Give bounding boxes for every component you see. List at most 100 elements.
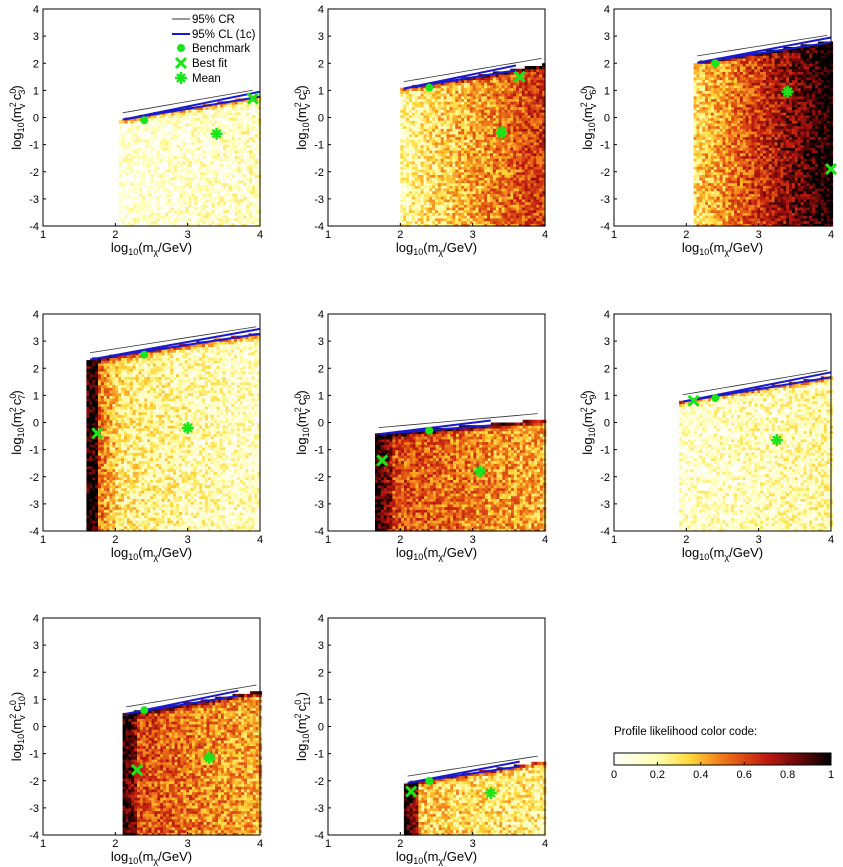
ytick-label-c3: 4 <box>33 4 39 16</box>
heatmap-c9 <box>679 376 834 532</box>
ytick-label-c10: 1 <box>33 694 39 706</box>
panel-c3: 1 2 3 4 -4 -3 -2 -1 0 1 2 3 4 log10(mχ/GeV) log10(m2v … <box>8 4 263 257</box>
bestfit-marker-c9 <box>687 394 700 407</box>
cl-contour-c7 <box>89 327 261 361</box>
ytick-label-c8: 0 <box>318 418 324 430</box>
heatmap-c7 <box>86 333 261 532</box>
ytick-label-c9: -4 <box>600 526 610 538</box>
ytick-label-c8: -2 <box>314 472 324 484</box>
ytick-label-c6: 4 <box>604 4 610 16</box>
ytick-label-c6: 1 <box>604 85 610 97</box>
colorbar-tick-label: 0.8 <box>780 769 795 781</box>
ytick-label-c6: -3 <box>600 194 610 206</box>
xtick-label-c9: 1 <box>611 534 617 546</box>
ylabel-c9: log10(m2v c09) <box>579 390 598 455</box>
xtick-label-c8: 3 <box>470 534 476 546</box>
legend: 95% CR 95% CL (1c) Benchmark Best fit Me… <box>172 14 256 85</box>
benchmark-marker-c8 <box>425 426 434 435</box>
ytick-label-c7: 2 <box>33 363 39 375</box>
xlabel-c9: log10(mχ/GeV) <box>682 545 763 562</box>
ytick-label-c3: -4 <box>29 221 39 233</box>
ytick-label-c8: 1 <box>318 390 324 402</box>
ytick-label-c11: -3 <box>314 803 324 815</box>
mean-marker-c7 <box>181 421 194 434</box>
xtick-label-c9: 3 <box>756 534 762 546</box>
ytick-label-c7: -2 <box>29 472 39 484</box>
cl-contour-c6 <box>696 36 832 64</box>
ytick-label-c8: -3 <box>314 499 324 511</box>
bestfit-marker-c10 <box>130 763 144 776</box>
ytick-label-c10: -1 <box>29 749 39 761</box>
xtick-label-c8: 1 <box>325 534 331 546</box>
xtick-label-c5: 4 <box>542 229 548 241</box>
cl-contour-c3 <box>122 90 261 121</box>
benchmark-marker-c7 <box>140 350 149 359</box>
ytick-label-c6: -2 <box>600 167 610 179</box>
colorbar-tick-label: 1 <box>828 769 834 781</box>
ytick-label-c6: 0 <box>604 113 610 125</box>
benchmark-marker-c11 <box>425 776 434 785</box>
ytick-label-c3: -2 <box>29 167 39 179</box>
ytick-label-c6: -4 <box>600 221 610 233</box>
ytick-label-c3: 1 <box>33 85 39 97</box>
benchmark-marker-c3 <box>140 116 149 125</box>
ylabel-c10: log10(m2v c010) <box>8 692 27 762</box>
xtick-label-c3: 4 <box>257 229 263 241</box>
ytick-label-c11: -1 <box>314 749 324 761</box>
ytick-label-c9: -3 <box>600 499 610 511</box>
colorbar-ticks: 0 0.2 0.4 0.6 0.8 1 <box>611 762 834 781</box>
ytick-label-c9: 2 <box>604 363 610 375</box>
ytick-label-c8: -4 <box>314 526 324 538</box>
ytick-label-c11: 1 <box>318 694 324 706</box>
xtick-label-c8: 2 <box>397 534 403 546</box>
panel-c7: 1 2 3 4 -4 -3 -2 -1 0 1 2 3 4 log10(mχ/GeV) log10(m2v … <box>8 309 263 562</box>
ylabel-c11: log10(m2v c011) <box>293 692 312 761</box>
colorbar-tick-label: 0 <box>611 769 617 781</box>
xtick-label-c11: 1 <box>325 838 331 850</box>
legend-cl-label: 95% CL (1c) <box>192 29 256 41</box>
xtick-label-c6: 2 <box>683 229 689 241</box>
cr-contour-c10 <box>126 684 257 708</box>
ytick-label-c11: -4 <box>314 830 324 842</box>
cr-contour-c11 <box>407 755 538 777</box>
xlabel-c6: log10(mχ/GeV) <box>682 240 763 257</box>
ytick-label-c8: 4 <box>318 309 324 321</box>
ytick-label-c7: 1 <box>33 390 39 402</box>
panel-c6: 1 2 3 4 -4 -3 -2 -1 0 1 2 3 4 log10(mχ/GeV) log10(m2v … <box>579 4 838 257</box>
ytick-label-c3: -1 <box>29 140 39 152</box>
ytick-label-c11: -2 <box>314 776 324 788</box>
xlabel-c7: log10(mχ/GeV) <box>111 545 192 562</box>
ytick-label-c10: -4 <box>29 830 39 842</box>
cr-contour-c5 <box>403 58 542 83</box>
benchmark-marker-c10 <box>140 706 149 715</box>
ylabel-c5: log10(m2v c05) <box>293 85 312 150</box>
xtick-label-c7: 3 <box>185 534 191 546</box>
panel-c8: 1 2 3 4 -4 -3 -2 -1 0 1 2 3 4 log10(mχ/GeV) log10(m2v … <box>293 309 548 562</box>
ytick-label-c11: 3 <box>318 640 324 652</box>
xtick-label-c3: 2 <box>112 229 118 241</box>
cl-contour-c9 <box>682 371 832 403</box>
ytick-label-c7: 3 <box>33 336 39 348</box>
ytick-label-c8: -1 <box>314 445 324 457</box>
ytick-label-c6: -1 <box>600 140 610 152</box>
xtick-label-c9: 2 <box>683 534 689 546</box>
xtick-label-c6: 4 <box>828 229 834 241</box>
ylabel-c7: log10(m2v c07) <box>8 390 27 455</box>
mean-marker-c6 <box>781 85 794 98</box>
xtick-label-c5: 2 <box>397 229 403 241</box>
ytick-label-c10: 4 <box>33 613 39 625</box>
xtick-label-c9: 4 <box>828 534 834 546</box>
xtick-label-c11: 2 <box>397 838 403 850</box>
colorbar-tick-label: 0.4 <box>693 769 708 781</box>
cr-contour-c7 <box>89 326 257 354</box>
ytick-label-c5: 0 <box>318 113 324 125</box>
ytick-label-c5: 3 <box>318 31 324 43</box>
ytick-label-c10: 2 <box>33 667 39 679</box>
legend-mean-marker <box>175 72 187 84</box>
ytick-label-c5: -1 <box>314 140 324 152</box>
mean-marker-c8 <box>473 465 486 478</box>
xtick-label-c6: 1 <box>611 229 617 241</box>
ytick-label-c5: -4 <box>314 221 324 233</box>
ytick-label-c3: 0 <box>33 113 39 125</box>
xlabel-c10: log10(mχ/GeV) <box>111 849 192 866</box>
